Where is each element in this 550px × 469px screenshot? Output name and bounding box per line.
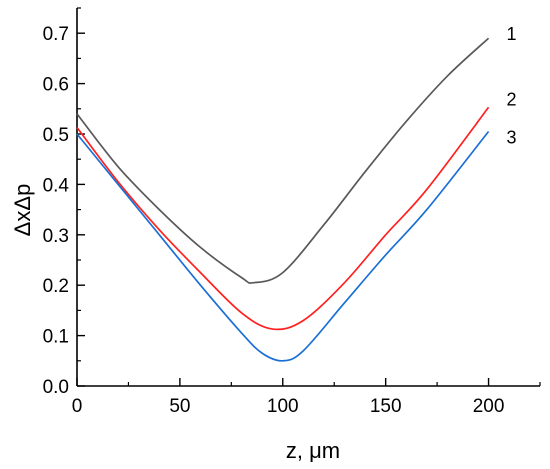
series-label-3: 3 — [507, 127, 517, 147]
y-tick-label: 0.1 — [43, 327, 69, 348]
x-tick-label: 100 — [267, 396, 299, 417]
y-tick-label: 0.0 — [43, 377, 69, 398]
y-tick-label: 0.7 — [43, 24, 69, 45]
series-line-3 — [76, 130, 490, 362]
series-labels: 1 2 3 — [507, 24, 517, 147]
y-tick-label: 0.3 — [43, 226, 69, 247]
y-tick-label: 0.4 — [43, 175, 70, 196]
series-label-2: 2 — [507, 89, 517, 109]
y-tick-label: 0.6 — [43, 75, 69, 96]
ticks: 0 50 100 150 200 0.0 0.1 0.2 0.3 0.4 0.5 0.6 0.7 — [43, 7, 541, 417]
series-label-1: 1 — [507, 24, 517, 44]
series-line-2 — [76, 106, 490, 331]
y-tick-label: 0.2 — [43, 276, 69, 297]
x-tick-label: 150 — [370, 396, 402, 417]
x-tick-label: 200 — [473, 396, 505, 417]
series-lines — [76, 37, 490, 362]
x-tick-label: 0 — [72, 396, 83, 417]
x-axis-title: z, μm — [286, 438, 340, 463]
x-tick-label: 50 — [169, 396, 190, 417]
y-axis-title: ΔxΔp — [10, 184, 35, 237]
axes — [76, 8, 540, 387]
series-line-1 — [76, 37, 490, 284]
y-tick-label: 0.5 — [43, 125, 69, 146]
